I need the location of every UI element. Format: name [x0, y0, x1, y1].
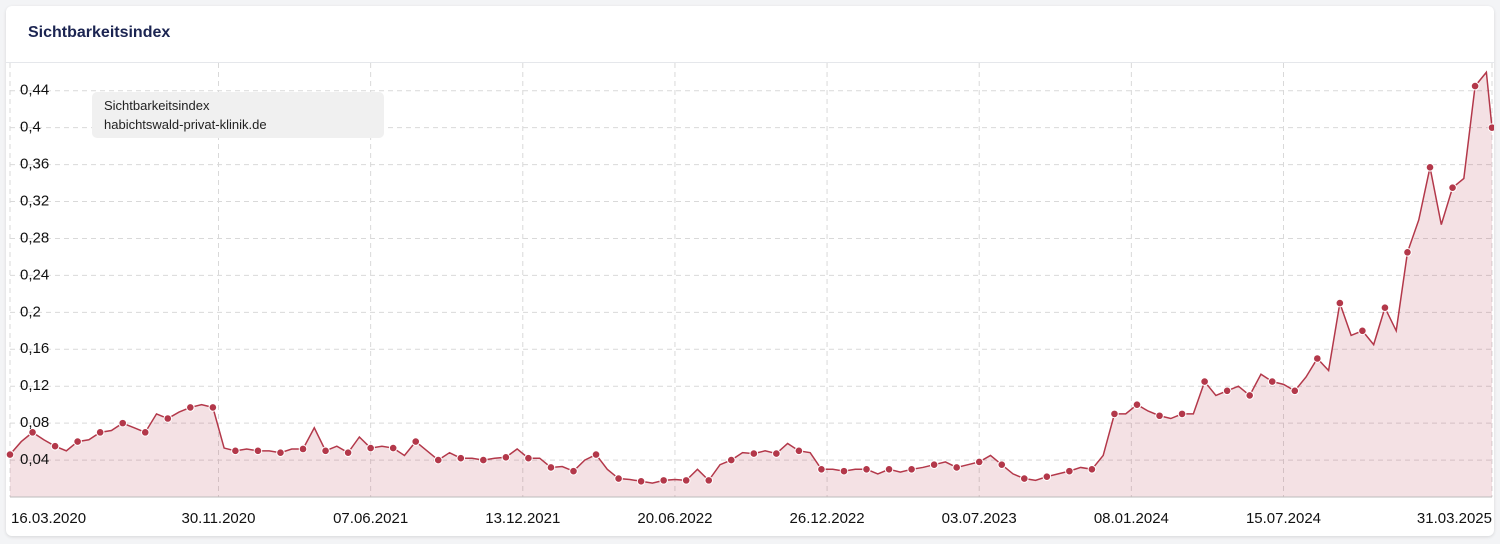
y-tick-label: 0,44 [20, 82, 49, 99]
data-point [839, 466, 849, 476]
data-point [208, 403, 218, 412]
data-point [704, 476, 714, 485]
x-tick-label: 31.03.2025 [1417, 510, 1492, 527]
data-point [231, 446, 240, 456]
data-point [1245, 391, 1254, 400]
data-point [794, 446, 804, 456]
data-point [952, 463, 961, 472]
data-point [1132, 400, 1142, 409]
y-tick-label: 0,2 [20, 303, 41, 320]
data-point [456, 453, 466, 463]
data-point [614, 474, 623, 483]
data-point [276, 448, 285, 457]
data-point [501, 452, 511, 462]
x-tick-label: 08.01.2024 [1094, 510, 1169, 527]
data-point [884, 464, 894, 474]
data-point [73, 437, 82, 446]
data-point [974, 457, 984, 467]
data-point [929, 460, 939, 469]
data-point [479, 455, 488, 465]
data-point [1448, 183, 1457, 192]
card-header: Sichtbarkeitsindex [6, 6, 1494, 63]
x-tick-label: 16.03.2020 [11, 510, 86, 527]
legend-entry: habichtswald-privat-klinik.de [104, 117, 267, 132]
data-point [546, 463, 556, 472]
y-tick-label: 0,12 [20, 377, 49, 394]
data-point [6, 450, 15, 459]
x-tick-label: 07.06.2021 [333, 510, 408, 527]
data-point [28, 428, 37, 437]
data-point [1042, 472, 1052, 481]
y-tick-label: 0,28 [20, 229, 49, 246]
y-tick-label: 0,24 [20, 266, 49, 283]
data-point [1380, 303, 1390, 313]
data-point [1065, 466, 1074, 476]
data-point [817, 464, 826, 474]
data-point [681, 476, 691, 485]
data-point [591, 450, 601, 459]
data-point [1155, 411, 1164, 421]
legend: Sichtbarkeitsindex habichtswald-privat-k… [92, 92, 384, 138]
data-point [343, 448, 353, 457]
data-point [1358, 326, 1367, 336]
data-point [118, 418, 127, 428]
data-point [163, 414, 173, 423]
x-tick-label: 13.12.2021 [485, 510, 560, 527]
data-point [1313, 354, 1322, 363]
data-point [1425, 163, 1435, 172]
y-tick-label: 0,16 [20, 340, 49, 357]
data-point [433, 455, 443, 465]
y-tick-label: 0,4 [20, 119, 41, 136]
data-point [1470, 81, 1480, 91]
data-point [140, 428, 150, 437]
data-point [411, 437, 421, 446]
y-tick-label: 0,08 [20, 414, 49, 431]
y-tick-label: 0,36 [20, 156, 49, 173]
x-tick-label: 30.11.2020 [182, 510, 256, 527]
data-point [253, 446, 263, 456]
x-tick-label: 20.06.2022 [637, 510, 712, 527]
data-point [772, 449, 781, 458]
x-tick-label: 03.07.2023 [942, 510, 1017, 527]
data-point [1200, 377, 1209, 386]
data-point [321, 446, 330, 456]
data-point [726, 455, 736, 465]
area [10, 72, 1492, 497]
data-point [1335, 298, 1345, 308]
data-point [659, 476, 668, 485]
data-point [1403, 247, 1412, 257]
data-point [1110, 409, 1119, 419]
data-point [95, 428, 105, 437]
data-point [1222, 386, 1232, 396]
chart-title: Sichtbarkeitsindex [28, 24, 171, 41]
data-point [524, 453, 533, 463]
data-point [907, 464, 916, 474]
data-point [1290, 386, 1300, 396]
data-point [636, 477, 646, 486]
data-point [1267, 377, 1277, 386]
data-point [569, 466, 578, 476]
data-point [997, 460, 1007, 469]
data-point [388, 443, 398, 453]
data-point [298, 444, 308, 454]
data-point [1177, 409, 1187, 419]
data-point [1087, 464, 1097, 474]
chart-card: Sichtbarkeitsindex 16.03.2020 30.11.2020 0… [6, 6, 1494, 536]
y-tick-label: 0,04 [20, 451, 49, 468]
data-point [1487, 123, 1494, 132]
x-tick-label: 15.07.2024 [1246, 510, 1321, 527]
data-point [186, 403, 195, 412]
y-tick-label: 0,32 [20, 192, 49, 209]
data-point [749, 449, 759, 458]
data-point [50, 441, 60, 451]
data-point [366, 443, 375, 453]
legend-title: Sichtbarkeitsindex [104, 98, 210, 113]
chart: 16.03.2020 30.11.2020 07.06.2021 13.12.2021… [6, 63, 1494, 527]
data-point [1019, 474, 1029, 483]
x-tick-label: 26.12.2022 [790, 510, 865, 527]
data-point [862, 464, 871, 474]
